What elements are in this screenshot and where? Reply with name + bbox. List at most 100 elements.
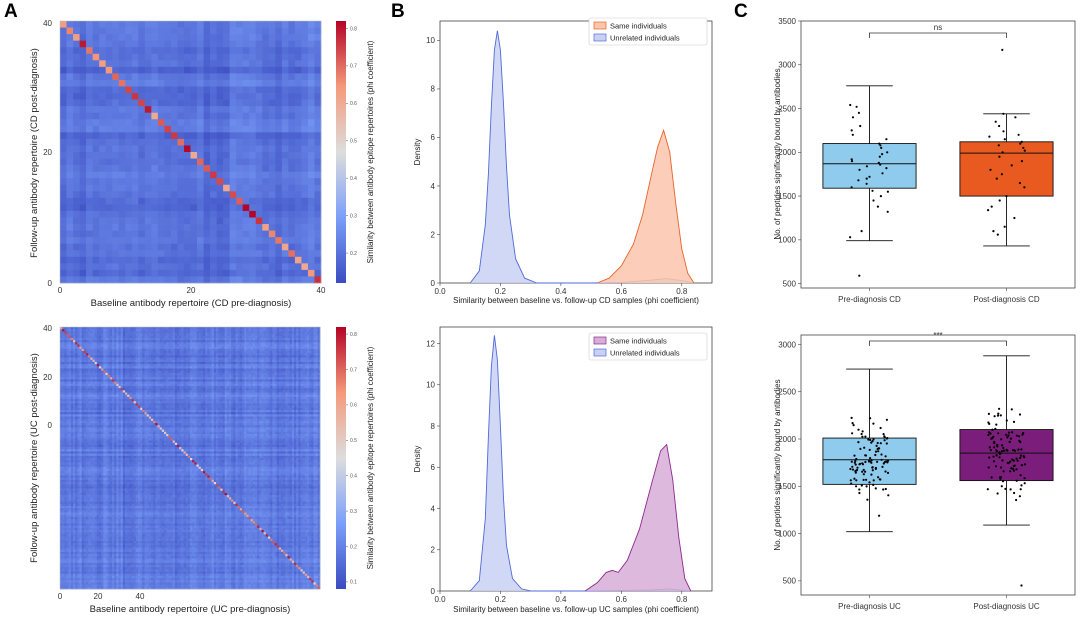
heatmap-cell (220, 370, 223, 374)
heatmap-cell (302, 351, 306, 354)
heatmap-cell (135, 364, 139, 367)
heatmap-cell (196, 361, 200, 365)
heatmap-cell (155, 351, 158, 354)
heatmap-cell (73, 237, 80, 245)
heatmap-cell (233, 361, 236, 365)
heatmap-cell (92, 125, 100, 133)
heatmap-cell (60, 346, 63, 350)
heatmap-cell (118, 370, 122, 374)
heatmap-cell (291, 353, 295, 356)
heatmap-cell (66, 276, 74, 284)
heatmap-cell (68, 359, 72, 363)
heatmap-cell (239, 331, 243, 334)
heatmap-cell (131, 79, 139, 87)
heatmap-cell (86, 210, 93, 218)
heatmap-cell (157, 86, 165, 94)
heatmap-cell (311, 368, 314, 372)
heatmap-cell (131, 73, 139, 81)
heatmap-cell (242, 112, 250, 120)
heatmap-cell (270, 329, 273, 332)
heatmap-cell (118, 197, 126, 205)
heatmap-cell (200, 381, 204, 385)
heatmap-cell (194, 337, 197, 341)
heatmap-cell (274, 337, 278, 341)
heatmap-cell (174, 342, 178, 345)
heatmap-cell (148, 383, 152, 387)
heatmap-cell (164, 357, 167, 361)
heatmap-cell (315, 375, 319, 378)
heatmap-cell (307, 145, 315, 153)
heatmap-cell (172, 329, 176, 332)
heatmap-cell (300, 340, 304, 343)
heatmap-cell (237, 335, 241, 339)
heatmap-cell (168, 329, 171, 332)
heatmap-cell (203, 263, 211, 271)
heatmap-cell (268, 145, 276, 153)
heatmap-cell (249, 263, 257, 271)
heatmap-cell (109, 344, 113, 347)
heatmap-cell (294, 53, 302, 61)
heatmap-cell (151, 329, 154, 332)
heatmap-cell (172, 340, 176, 343)
heatmap-cell (66, 344, 70, 347)
heatmap-cell (105, 237, 113, 245)
heatmap-cell (307, 138, 315, 146)
heatmap-cell (86, 368, 89, 372)
heatmap-cell (151, 364, 154, 367)
heatmap-cell (291, 329, 295, 332)
heatmap-cell (249, 250, 257, 258)
heatmap-cell (159, 372, 163, 376)
heatmap-cell (177, 366, 180, 369)
heatmap-cell (131, 377, 135, 380)
heatmap-cell (64, 351, 67, 354)
heatmap-cell (109, 385, 113, 389)
heatmap-cell (317, 346, 321, 350)
heatmap-cell (92, 34, 100, 41)
heatmap-cell (138, 158, 146, 166)
heatmap-diagonal-cell (151, 112, 159, 120)
heatmap-cell (294, 34, 302, 41)
heatmap-cell (222, 344, 226, 347)
heatmap-cell (107, 385, 111, 389)
heatmap-cell (153, 331, 156, 334)
heatmap-cell (66, 375, 70, 378)
heatmap-cell (92, 351, 96, 354)
heatmap-cell (183, 329, 187, 332)
heatmap-cell (255, 340, 258, 343)
heatmap-cell (166, 348, 169, 352)
heatmap-cell (127, 337, 130, 341)
heatmap-cell (131, 47, 139, 55)
heatmap-cell (268, 351, 271, 354)
heatmap-cell (223, 99, 231, 107)
heatmap-cell (81, 357, 85, 361)
heatmap-cell (66, 337, 70, 341)
heatmap-cell (83, 331, 87, 334)
heatmap-cell (118, 372, 122, 376)
heatmap-cell (285, 331, 288, 334)
heatmap-cell (114, 351, 117, 354)
heatmap-cell (190, 158, 198, 166)
heatmap-cell (144, 263, 152, 271)
heatmap-cell (281, 379, 284, 382)
heatmap-cell (278, 327, 282, 330)
heatmap-cell (261, 348, 265, 352)
heatmap-cell (291, 333, 295, 337)
heatmap-cell (304, 351, 308, 354)
heatmap-cell (164, 256, 172, 264)
heatmap-cell (294, 145, 302, 153)
heatmap-cell (275, 263, 283, 271)
heatmap-cell (90, 372, 93, 376)
heatmap-cell (60, 366, 63, 369)
heatmap-cell (209, 361, 213, 365)
heatmap-cell (248, 344, 252, 347)
heatmap-cell (223, 158, 231, 166)
heatmap-cell (213, 344, 217, 347)
heatmap-cell (236, 276, 244, 284)
heatmap-cell (252, 331, 256, 334)
heatmap-cell (168, 366, 171, 369)
heatmap-cell (270, 379, 273, 382)
heatmap-cell (127, 370, 130, 374)
heatmap-cell (177, 381, 180, 385)
heatmap-cell (62, 359, 65, 363)
heatmap-cell (148, 381, 152, 385)
